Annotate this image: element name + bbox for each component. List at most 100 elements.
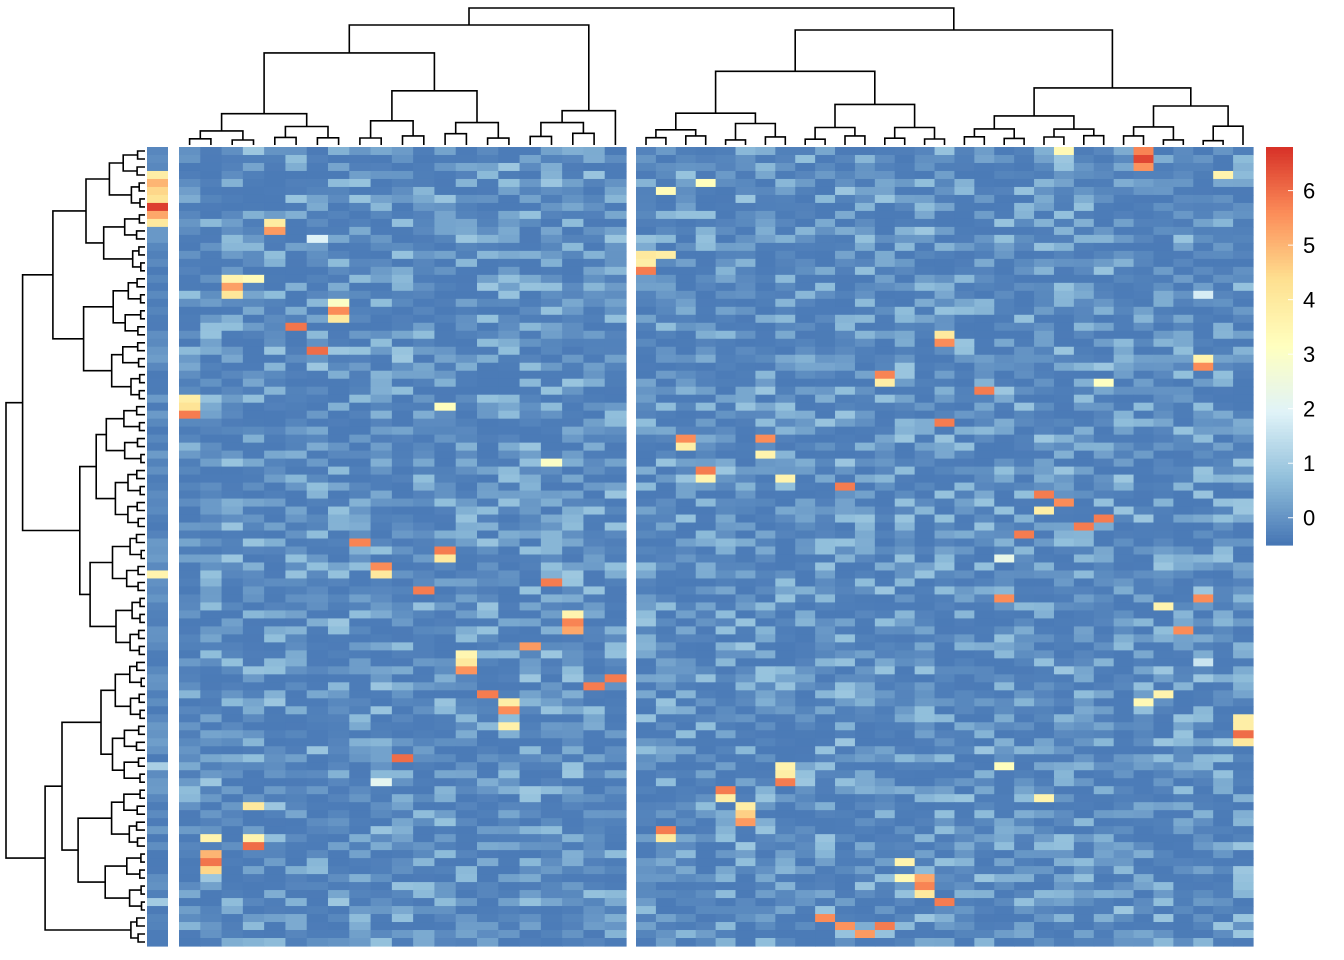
heatmap-cell <box>1153 706 1174 715</box>
heatmap-cell <box>285 690 308 699</box>
heatmap-cell <box>1073 474 1095 484</box>
heatmap-cell <box>835 210 856 220</box>
heatmap-cell <box>795 754 816 763</box>
heatmap-cell <box>974 738 995 747</box>
heatmap-cell <box>854 722 876 731</box>
heatmap-cell <box>434 346 457 356</box>
heatmap-cell <box>1233 586 1254 596</box>
heatmap-cell <box>1113 474 1135 484</box>
heatmap-cell <box>200 538 223 548</box>
heatmap-cell <box>954 722 975 731</box>
heatmap-cell <box>1133 386 1155 396</box>
heatmap-cell <box>434 546 457 556</box>
heatmap-cell <box>434 434 457 444</box>
heatmap-cell <box>954 666 975 675</box>
heatmap-cell <box>735 642 757 651</box>
heatmap-cell <box>954 546 975 556</box>
heatmap-cell <box>1213 330 1234 340</box>
heatmap-cell <box>285 282 308 292</box>
heatmap-cell <box>349 786 372 795</box>
heatmap-cell <box>914 258 936 268</box>
heatmap-cell <box>349 778 372 787</box>
heatmap-cell <box>434 418 457 428</box>
heatmap-cell <box>974 722 995 731</box>
heatmap-cell <box>242 434 265 444</box>
heatmap-cell <box>735 202 757 212</box>
heatmap-cell <box>1113 210 1135 220</box>
heatmap-cell <box>349 218 372 228</box>
heatmap-cell <box>974 490 995 500</box>
annotation-cell <box>147 682 168 691</box>
heatmap-cell <box>179 290 201 300</box>
heatmap-cell <box>498 522 521 532</box>
dendrogram-branch <box>140 901 145 911</box>
heatmap-cell <box>636 658 657 667</box>
heatmap-cell <box>994 418 1015 428</box>
heatmap-cell <box>604 762 627 771</box>
heatmap-cell <box>1014 474 1035 484</box>
heatmap-cell <box>874 650 896 659</box>
heatmap-cell <box>498 306 521 316</box>
heatmap-cell <box>264 546 287 556</box>
heatmap-cell <box>391 754 414 763</box>
heatmap-cell <box>391 650 414 659</box>
heatmap-cell <box>413 626 436 635</box>
heatmap-cell <box>391 714 414 723</box>
heatmap-cell <box>835 602 856 612</box>
heatmap-cell <box>306 722 329 731</box>
heatmap-cell <box>391 210 414 220</box>
heatmap-cell <box>715 618 737 627</box>
heatmap-cell <box>370 266 393 276</box>
heatmap-cell <box>974 370 995 380</box>
heatmap-cell <box>285 586 308 596</box>
heatmap-cell <box>498 466 521 476</box>
heatmap-cell <box>795 562 816 572</box>
heatmap-cell <box>349 834 372 843</box>
heatmap-cell <box>285 770 308 779</box>
heatmap-cell <box>636 730 657 739</box>
heatmap-cell <box>221 306 244 316</box>
heatmap-cell <box>815 370 836 380</box>
heatmap-cell <box>854 370 876 380</box>
heatmap-cell <box>349 906 372 915</box>
heatmap-cell <box>264 810 287 819</box>
heatmap-cell <box>1014 514 1035 524</box>
heatmap-cell <box>715 202 737 212</box>
heatmap-cell <box>391 474 414 484</box>
heatmap-cell <box>815 602 836 612</box>
heatmap-cell <box>519 858 542 867</box>
heatmap-cell <box>1193 650 1214 659</box>
heatmap-cell <box>874 194 896 204</box>
heatmap-cell <box>954 570 975 580</box>
heatmap-cell <box>636 402 657 412</box>
heatmap-cell <box>1173 298 1194 308</box>
heatmap-cell <box>434 514 457 524</box>
heatmap-cell <box>370 674 393 683</box>
heatmap-cell <box>1133 642 1155 651</box>
heatmap-cell <box>795 690 816 699</box>
heatmap-cell <box>994 594 1015 604</box>
heatmap-cell <box>655 298 677 308</box>
heatmap-cell <box>735 226 757 236</box>
heatmap-cell <box>328 674 350 683</box>
heatmap-cell <box>583 426 606 436</box>
heatmap-cell <box>695 714 717 723</box>
heatmap-cell <box>604 498 627 508</box>
heatmap-cell <box>1034 538 1055 548</box>
heatmap-cell <box>974 434 995 444</box>
heatmap-cell <box>477 666 499 675</box>
heatmap-cell <box>328 810 350 819</box>
heatmap-cell <box>498 242 521 252</box>
heatmap-cell <box>455 762 478 771</box>
dendrogram-branch <box>1132 126 1175 140</box>
heatmap-cell <box>179 722 201 731</box>
heatmap-cell <box>562 386 585 396</box>
heatmap-cell <box>328 154 350 164</box>
heatmap-cell <box>179 650 201 659</box>
heatmap-cell <box>455 578 478 588</box>
heatmap-cell <box>854 506 876 516</box>
heatmap-cell <box>1014 378 1035 388</box>
heatmap-cell <box>1113 258 1135 268</box>
heatmap-cell <box>455 490 478 500</box>
dendrogram-branch <box>79 465 97 596</box>
